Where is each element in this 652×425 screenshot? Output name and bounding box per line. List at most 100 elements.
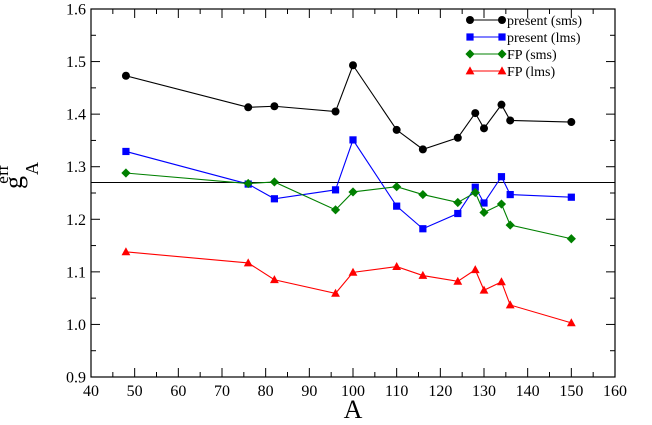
- x-tick-label: 70: [214, 383, 230, 400]
- data-point: [349, 61, 357, 70]
- legend-marker: [497, 66, 507, 75]
- x-tick-label: 140: [516, 383, 540, 400]
- series-group: [121, 61, 576, 327]
- legend-marker: [498, 16, 506, 24]
- axis-ticks: [90, 8, 616, 378]
- x-tick-label: 120: [428, 383, 452, 400]
- legend-marker: [465, 49, 475, 59]
- data-point: [497, 277, 506, 286]
- y-axis-title-sup: eff: [0, 165, 12, 184]
- legend-marker: [498, 33, 506, 41]
- data-point: [480, 124, 488, 133]
- legend-entry: FP (sms): [465, 48, 557, 63]
- data-point: [419, 225, 427, 233]
- data-point: [471, 109, 480, 118]
- data-point: [567, 118, 576, 127]
- y-tick-label: 1.2: [66, 212, 86, 229]
- x-tick-label: 100: [341, 383, 365, 400]
- series-line: [125, 138, 572, 230]
- data-point: [270, 275, 279, 284]
- legend: present (sms) present (lms) FP (sms) FP (lm…: [465, 14, 582, 80]
- x-tick-label: 40: [83, 383, 99, 400]
- data-point: [470, 265, 480, 274]
- x-tick-label: 130: [472, 383, 496, 400]
- legend-label: present (lms): [507, 31, 581, 46]
- data-point: [505, 220, 515, 230]
- data-point: [418, 189, 428, 200]
- data-point: [392, 182, 402, 192]
- data-point: [505, 300, 515, 309]
- data-point: [349, 136, 357, 144]
- y-tick-label: 1.3: [66, 159, 86, 176]
- data-point: [121, 71, 130, 80]
- data-point: [121, 168, 131, 178]
- series-line: [125, 251, 572, 324]
- data-point: [243, 258, 253, 267]
- data-point: [418, 270, 428, 279]
- data-point: [470, 187, 480, 198]
- data-point: [471, 183, 479, 191]
- data-point: [497, 100, 506, 109]
- y-tick-label: 0.9: [66, 370, 86, 387]
- data-point: [453, 133, 462, 142]
- data-point: [454, 209, 462, 218]
- data-point: [479, 285, 489, 294]
- data-point: [479, 207, 489, 218]
- legend-marker: [497, 49, 507, 59]
- x-tick-label: 160: [603, 383, 627, 400]
- data-point: [122, 147, 130, 156]
- data-point: [330, 205, 341, 215]
- y-tick-label: 1.4: [66, 107, 86, 124]
- data-point: [392, 125, 401, 134]
- y-tick-label: 1.0: [66, 317, 86, 334]
- legend-label: present (sms): [507, 14, 582, 29]
- x-tick-label: 90: [301, 383, 317, 400]
- data-point: [506, 190, 514, 199]
- plot-frame: [90, 8, 616, 378]
- x-tick-label: 80: [258, 383, 274, 400]
- y-tick-label: 1.1: [66, 264, 86, 281]
- y-tick-label: 1.5: [66, 54, 86, 71]
- x-tick-label: 150: [559, 383, 583, 400]
- legend-entry: present (sms): [466, 14, 582, 29]
- data-point: [418, 145, 427, 154]
- y-axis-title-sub: A: [22, 162, 42, 175]
- series-0: [121, 61, 576, 154]
- data-point: [331, 186, 340, 194]
- y-tick-label: 1.6: [66, 2, 86, 19]
- data-point: [331, 107, 340, 116]
- data-point: [497, 173, 506, 181]
- data-point: [270, 102, 279, 111]
- data-point: [270, 195, 278, 203]
- data-point: [480, 199, 488, 207]
- x-tick-label: 110: [385, 383, 408, 400]
- data-point: [566, 234, 576, 244]
- series-line: [125, 64, 572, 150]
- legend-marker: [466, 16, 474, 24]
- data-point: [453, 197, 463, 208]
- legend-marker: [465, 66, 475, 75]
- data-point: [243, 178, 253, 189]
- legend-marker: [466, 33, 474, 41]
- data-point: [348, 267, 358, 276]
- x-axis-title: A: [344, 395, 363, 424]
- series-3: [121, 247, 576, 327]
- data-point: [393, 202, 401, 210]
- legend-label: FP (sms): [507, 48, 557, 63]
- tick-labels: 40 50 60 70 80 90 100 110 120 130 140 150 160 0.9 1.0 1…: [66, 2, 627, 401]
- data-point: [244, 103, 253, 112]
- data-point: [566, 318, 576, 327]
- data-point: [392, 262, 402, 270]
- data-point: [331, 288, 340, 297]
- data-point: [567, 193, 575, 201]
- data-point: [121, 247, 131, 256]
- data-point: [506, 116, 515, 125]
- y-axis-title: g eff A: [0, 162, 42, 189]
- data-point: [453, 276, 463, 285]
- data-point: [269, 177, 279, 187]
- x-tick-label: 60: [170, 383, 186, 400]
- legend-entry: present (lms): [466, 31, 581, 46]
- series-1: [122, 136, 575, 233]
- legend-entry: FP (lms): [465, 65, 555, 80]
